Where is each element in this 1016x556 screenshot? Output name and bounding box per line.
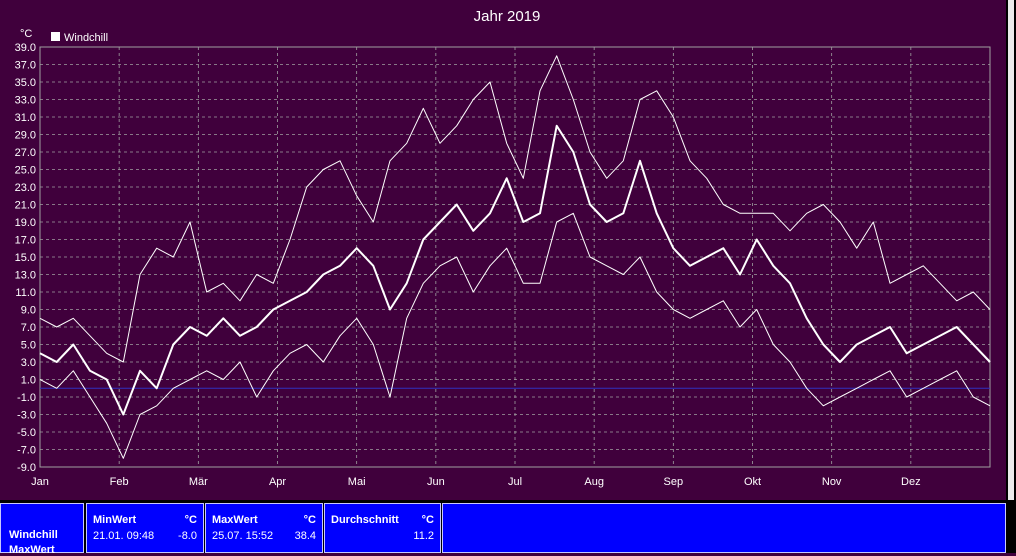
y-tick-label: 17.0 bbox=[15, 235, 36, 247]
stats-empty-cell bbox=[442, 503, 1006, 553]
avg-unit: °C bbox=[421, 514, 434, 526]
y-tick-label: 31.0 bbox=[15, 112, 36, 124]
y-tick-label: -1.0 bbox=[17, 392, 36, 404]
avg-label: Durchschnitt bbox=[331, 514, 399, 526]
y-tick-label: -3.0 bbox=[17, 410, 36, 422]
legend-label: Windchill bbox=[64, 32, 108, 44]
max-unit: °C bbox=[303, 514, 316, 526]
min-value: -8.0 bbox=[178, 530, 197, 542]
y-tick-label: -7.0 bbox=[17, 445, 36, 457]
y-tick-label: -5.0 bbox=[17, 427, 36, 439]
x-tick-label: Mär bbox=[189, 476, 208, 488]
y-tick-label: 33.0 bbox=[15, 95, 36, 107]
avg-value: 11.2 bbox=[413, 530, 434, 542]
y-tick-label: 9.0 bbox=[21, 305, 36, 317]
max-label: MaxWert bbox=[212, 514, 258, 526]
y-tick-label: 13.0 bbox=[15, 270, 36, 282]
x-tick-label: Nov bbox=[822, 476, 842, 488]
legend-swatch bbox=[51, 32, 60, 41]
x-tick-label: Jul bbox=[508, 476, 522, 488]
y-tick-label: 25.0 bbox=[15, 165, 36, 177]
x-tick-label: Okt bbox=[744, 476, 761, 488]
x-tick-label: Jan bbox=[31, 476, 49, 488]
x-tick-label: Sep bbox=[664, 476, 684, 488]
stats-row-label-2: MaxWert bbox=[9, 544, 55, 556]
stats-row-label: Windchill bbox=[9, 529, 58, 541]
stats-max-cell: MaxWert °C 25.07. 15:52 38.4 bbox=[205, 503, 323, 553]
x-tick-label: Mai bbox=[348, 476, 366, 488]
y-tick-label: 39.0 bbox=[15, 42, 36, 54]
y-tick-label: 11.0 bbox=[15, 287, 36, 299]
min-label: MinWert bbox=[93, 514, 137, 526]
min-time: 21.01. 09:48 bbox=[93, 530, 155, 542]
max-value: 38.4 bbox=[294, 530, 316, 542]
y-tick-label: 5.0 bbox=[21, 340, 36, 352]
min-unit: °C bbox=[184, 514, 197, 526]
stats-panel: Windchill MaxWert MinWert °C 21.01. 09:4… bbox=[0, 500, 1016, 556]
chart-svg: Jahr 2019 °C Windchill 39.0 37.0 35.0 33.0 31.0… bbox=[15, 8, 991, 488]
y-tick-label: -9.0 bbox=[17, 462, 36, 474]
y-tick-label: 29.0 bbox=[15, 130, 36, 142]
y-tick-label: 1.0 bbox=[21, 375, 36, 387]
x-tick-label: Dez bbox=[901, 476, 921, 488]
chart-area: Jahr 2019 °C Windchill 39.0 37.0 35.0 33.0 31.0… bbox=[15, 8, 991, 488]
chart-title: Jahr 2019 bbox=[474, 8, 541, 25]
stats-min-cell: MinWert °C 21.01. 09:48 -8.0 bbox=[86, 503, 204, 553]
max-time: 25.07. 15:52 bbox=[212, 530, 274, 542]
y-tick-label: 27.0 bbox=[15, 147, 36, 159]
stats-row-label-cell: Windchill MaxWert bbox=[0, 503, 84, 556]
y-unit-label: °C bbox=[20, 28, 32, 40]
y-tick-label: 23.0 bbox=[15, 182, 36, 194]
y-tick-label: 37.0 bbox=[15, 60, 36, 72]
y-tick-label: 7.0 bbox=[21, 322, 36, 334]
y-tick-label: 3.0 bbox=[21, 357, 36, 369]
y-tick-label: 35.0 bbox=[15, 77, 36, 89]
y-tick-label: 21.0 bbox=[15, 200, 36, 212]
series-line-min bbox=[39, 212, 991, 459]
series-line-max bbox=[39, 55, 991, 363]
x-tick-label: Feb bbox=[110, 476, 129, 488]
scrollbar-edge[interactable] bbox=[1008, 0, 1014, 553]
series-line-mittel bbox=[39, 124, 991, 416]
y-tick-label: 15.0 bbox=[15, 252, 36, 264]
y-tick-label: 19.0 bbox=[15, 217, 36, 229]
x-tick-label: Apr bbox=[269, 476, 286, 488]
x-tick-label: Aug bbox=[584, 476, 604, 488]
stats-avg-cell: Durchschnitt °C 11.2 bbox=[324, 503, 441, 553]
x-tick-label: Jun bbox=[427, 476, 445, 488]
